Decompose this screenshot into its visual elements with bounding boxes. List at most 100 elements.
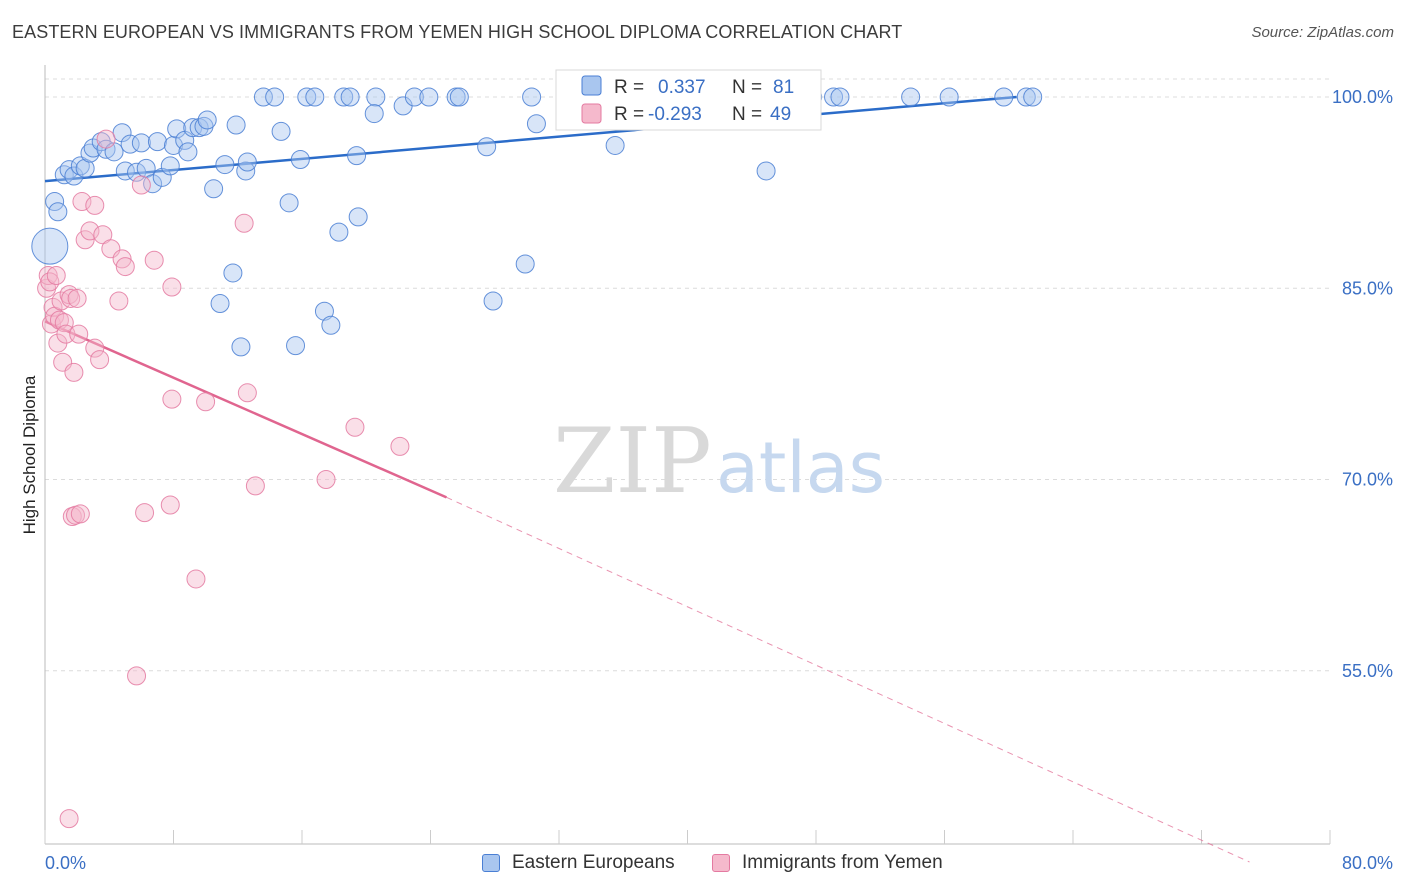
yemen-immigrant-point xyxy=(85,195,105,215)
eastern-european-point xyxy=(449,87,469,107)
eastern-european-point xyxy=(210,294,230,314)
eastern-european-point xyxy=(265,87,285,107)
yemen-immigrant-point xyxy=(144,250,164,270)
yemen-immigrant-point xyxy=(234,213,254,233)
eastern-european-point xyxy=(215,155,235,175)
eastern-european-point xyxy=(477,137,497,157)
yemen-immigrant-point xyxy=(237,383,257,403)
yemen-immigrant-point xyxy=(85,338,105,358)
eastern-european-point xyxy=(160,156,180,176)
legend-item-eastern-europeans: Eastern Europeans xyxy=(482,852,675,874)
eastern-european-point xyxy=(253,87,273,107)
eastern-european-point xyxy=(152,167,172,187)
yemen-immigrant-point xyxy=(345,417,365,437)
watermark-zip: ZIP xyxy=(553,409,712,514)
yemen-immigrant-point xyxy=(64,362,84,382)
eastern-european-point xyxy=(334,87,354,107)
legend-n-label-2: N = xyxy=(732,104,762,125)
legend-n-value-2: 49 xyxy=(770,104,791,125)
eastern-european-point xyxy=(237,152,257,172)
yemen-immigrant-point xyxy=(59,809,79,829)
x-tick-label-min: 0.0% xyxy=(45,853,86,873)
yemen-immigrant-point xyxy=(135,503,155,523)
yemen-immigrant-point xyxy=(162,277,182,297)
eastern-european-point xyxy=(167,119,187,139)
eastern-european-point xyxy=(329,222,349,242)
legend-label-eastern-europeans: Eastern Europeans xyxy=(512,852,675,873)
yemen-immigrant-point xyxy=(316,470,336,489)
legend-label-immigrants-from-yemen: Immigrants from Yemen xyxy=(742,852,943,873)
eastern-european-point xyxy=(45,192,65,212)
eastern-european-point xyxy=(515,254,535,274)
legend-swatch-blue xyxy=(482,854,500,872)
yemen-immigrant-point xyxy=(127,666,147,686)
eastern-european-point xyxy=(75,158,95,178)
yemen-immigrant-point xyxy=(80,221,100,241)
eastern-european-point xyxy=(131,133,151,153)
eastern-european-point xyxy=(197,110,217,130)
watermark-atlas: atlas xyxy=(716,427,885,509)
eastern-europeans-trendline xyxy=(44,95,1017,183)
y-tick-label: 85.0% xyxy=(1342,278,1393,298)
legend-swatch-pink xyxy=(712,854,730,872)
yemen-immigrant-point xyxy=(46,266,66,285)
x-tick-label-max: 80.0% xyxy=(1342,853,1393,873)
yemen-immigrant-point xyxy=(131,175,151,195)
legend-n-label-1: N = xyxy=(732,77,762,98)
yemen-immigrant-point xyxy=(38,266,58,285)
yemen-immigrant-point xyxy=(62,506,82,526)
eastern-european-point xyxy=(279,193,299,213)
eastern-european-point xyxy=(204,179,224,199)
y-tick-label: 70.0% xyxy=(1342,470,1393,490)
eastern-european-point xyxy=(348,207,368,227)
eastern-european-point xyxy=(340,87,360,107)
eastern-european-point xyxy=(297,87,317,107)
eastern-european-point xyxy=(522,87,542,107)
eastern-european-point xyxy=(419,87,439,107)
yemen-immigrant-point xyxy=(112,249,132,269)
yemen-immigrant-point xyxy=(245,476,265,496)
eastern-european-point xyxy=(112,123,132,143)
y-tick-label: 100.0% xyxy=(1332,87,1393,107)
yemen-immigrant-point xyxy=(390,436,410,456)
eastern-european-point xyxy=(64,166,84,186)
legend-r-label-1: R = xyxy=(614,77,644,98)
legend-swatch-eastern-europeans xyxy=(581,75,602,96)
yemen-immigrant-point xyxy=(49,310,69,330)
yemen-immigrant-point xyxy=(72,192,92,212)
legend-n-value-1: 81 xyxy=(773,77,794,98)
eastern-european-point xyxy=(163,135,183,155)
eastern-european-point xyxy=(59,160,79,180)
eastern-european-point xyxy=(1023,87,1043,107)
yemen-immigrant-point xyxy=(186,569,206,589)
eastern-european-point xyxy=(901,87,921,107)
yemen-trendline xyxy=(44,320,448,499)
legend-r-label-2: R = xyxy=(614,104,644,125)
points-layer xyxy=(31,87,1043,829)
eastern-european-point xyxy=(364,104,384,124)
yemen-trendline-extension xyxy=(446,496,1250,863)
eastern-european-point xyxy=(526,114,546,134)
eastern-european-point xyxy=(830,87,850,107)
eastern-european-point xyxy=(271,121,291,141)
chart-title: EASTERN EUROPEAN VS IMMIGRANTS FROM YEME… xyxy=(12,22,903,42)
yemen-immigrant-point xyxy=(69,324,89,344)
watermark: ZIP atlas xyxy=(553,409,885,514)
legend-item-immigrants-from-yemen: Immigrants from Yemen xyxy=(712,852,943,874)
eastern-european-point xyxy=(226,115,246,135)
eastern-european-point xyxy=(404,87,424,107)
bottom-legend: Eastern Europeans Immigrants from Yemen xyxy=(0,852,1406,878)
legend-r-value-2: -0.293 xyxy=(648,104,702,125)
yemen-immigrant-point xyxy=(109,291,129,311)
eastern-european-point xyxy=(147,132,167,152)
yemen-immigrant-point xyxy=(162,389,182,409)
yemen-immigrant-point xyxy=(61,288,81,308)
eastern-european-point xyxy=(321,315,341,335)
yemen-immigrant-point xyxy=(115,257,135,277)
eastern-european-point xyxy=(178,142,198,162)
eastern-european-point xyxy=(31,227,69,265)
eastern-european-point xyxy=(305,87,325,107)
axes-layer: 55.0% 70.0% 85.0% 100.0% 0.0% 80.0% High Schoo… xyxy=(20,65,1393,873)
eastern-european-point xyxy=(994,87,1014,107)
